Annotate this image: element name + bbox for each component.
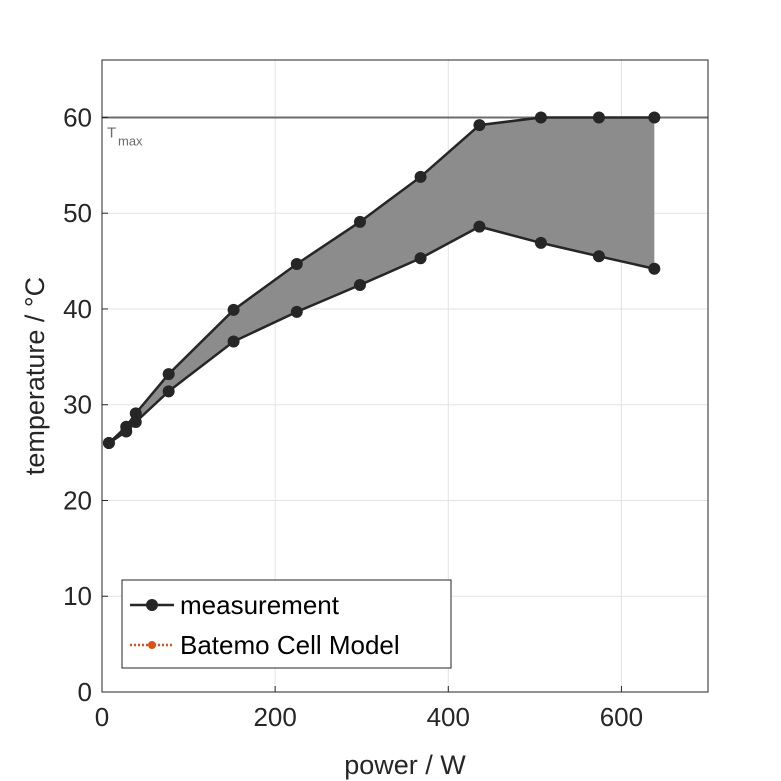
data-point	[353, 279, 366, 292]
data-point	[353, 215, 366, 228]
legend-entry-label: Batemo Cell Model	[180, 630, 400, 660]
x-tick-label: 400	[427, 702, 470, 732]
data-point	[162, 385, 175, 398]
data-point	[648, 262, 661, 275]
data-point	[534, 236, 547, 249]
legend-entry-label: measurement	[180, 590, 340, 620]
data-point	[129, 407, 142, 420]
data-point	[162, 368, 175, 381]
data-point	[414, 170, 427, 183]
tmax-subscript: max	[118, 133, 143, 148]
legend-box	[121, 579, 452, 669]
x-tick-label: 200	[253, 702, 296, 732]
series-lines	[102, 111, 661, 450]
y-tick-label: 10	[63, 581, 92, 611]
band-area	[108, 117, 655, 444]
y-tick-label: 30	[63, 390, 92, 420]
y-axis-label: temperature / °C	[20, 277, 50, 475]
data-point	[592, 250, 605, 263]
data-point	[592, 111, 605, 124]
tick-labels: 0 200 400 600 0 10 20 30 40 50 60	[63, 102, 643, 732]
data-point	[534, 111, 547, 124]
x-tick-label: 0	[95, 702, 109, 732]
data-point	[102, 437, 115, 450]
data-point	[290, 305, 303, 318]
data-point	[120, 425, 133, 438]
data-point	[473, 119, 486, 132]
x-tick-label: 600	[600, 702, 643, 732]
legend-swatch-marker	[148, 641, 156, 649]
data-point	[648, 111, 661, 124]
data-point	[290, 257, 303, 270]
x-axis-label: power / W	[344, 750, 466, 780]
tmax-label: T	[107, 124, 116, 141]
data-point	[129, 415, 142, 428]
y-tick-label: 0	[78, 677, 92, 707]
plot-frame	[101, 59, 709, 693]
y-tick-label: 50	[63, 198, 92, 228]
data-point	[227, 335, 240, 348]
data-point	[473, 220, 486, 233]
y-tick-label: 40	[63, 294, 92, 324]
y-tick-label: 20	[63, 485, 92, 515]
legend: measurement Batemo Cell Model	[121, 579, 452, 669]
data-point	[414, 252, 427, 265]
measurement-band	[108, 117, 655, 444]
legend-swatch-marker	[146, 599, 158, 611]
y-tick-label: 60	[63, 102, 92, 132]
data-point	[227, 303, 240, 316]
